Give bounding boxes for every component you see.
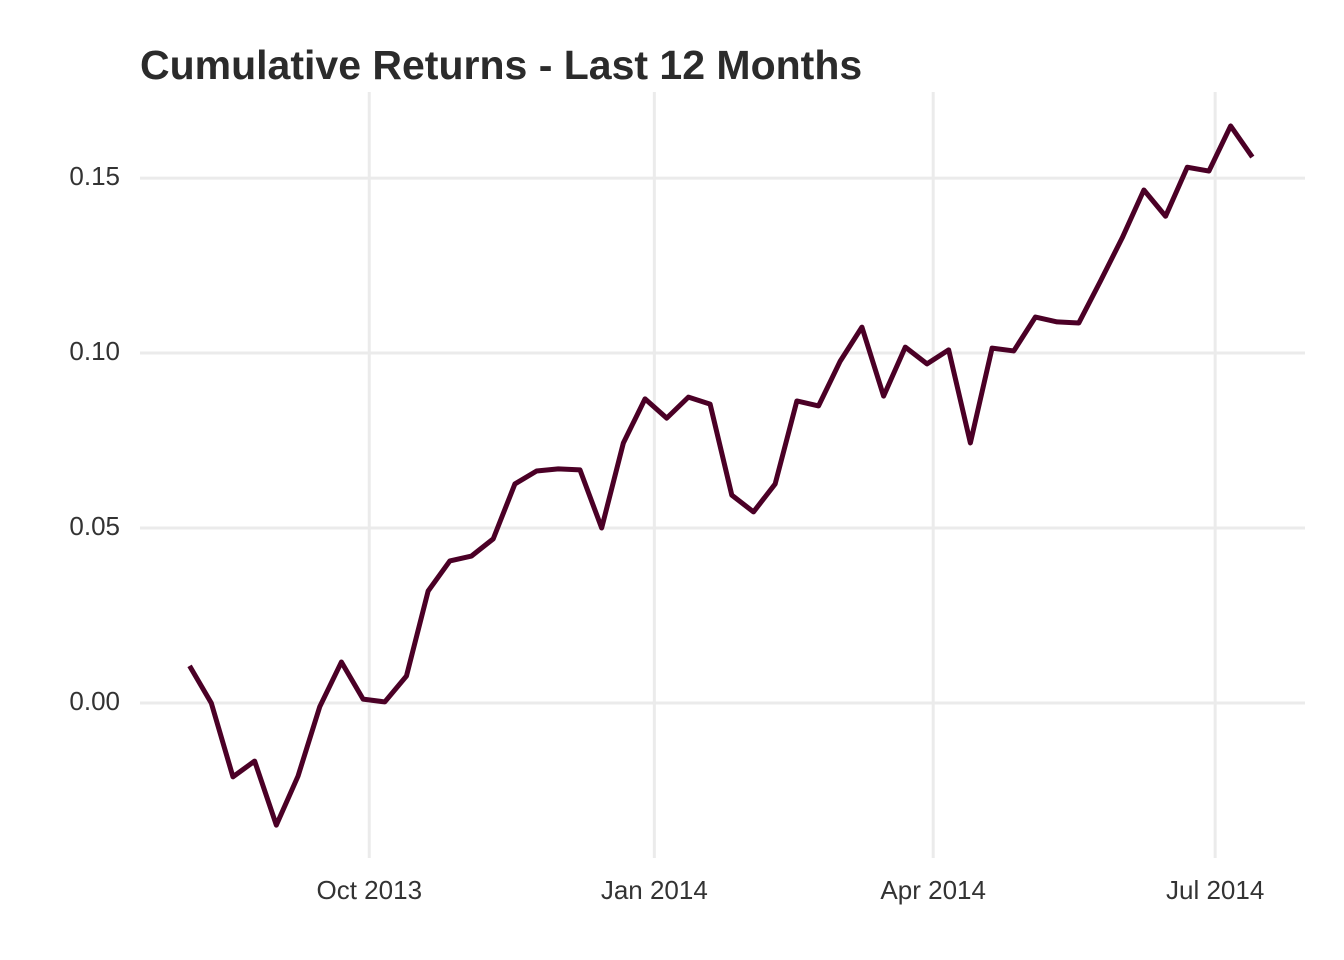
y-tick-label: 0.10 xyxy=(69,336,120,366)
y-tick-label: 0.00 xyxy=(69,686,120,716)
x-tick-label: Oct 2013 xyxy=(317,875,423,905)
y-tick-label: 0.05 xyxy=(69,511,120,541)
chart-title: Cumulative Returns - Last 12 Months xyxy=(140,42,862,88)
x-tick-label: Apr 2014 xyxy=(880,875,986,905)
line xyxy=(187,123,1255,828)
y-tick-label: 0.15 xyxy=(69,161,120,191)
x-tick-label: Jan 2014 xyxy=(601,875,708,905)
x-tick-label: Jul 2014 xyxy=(1166,875,1264,905)
